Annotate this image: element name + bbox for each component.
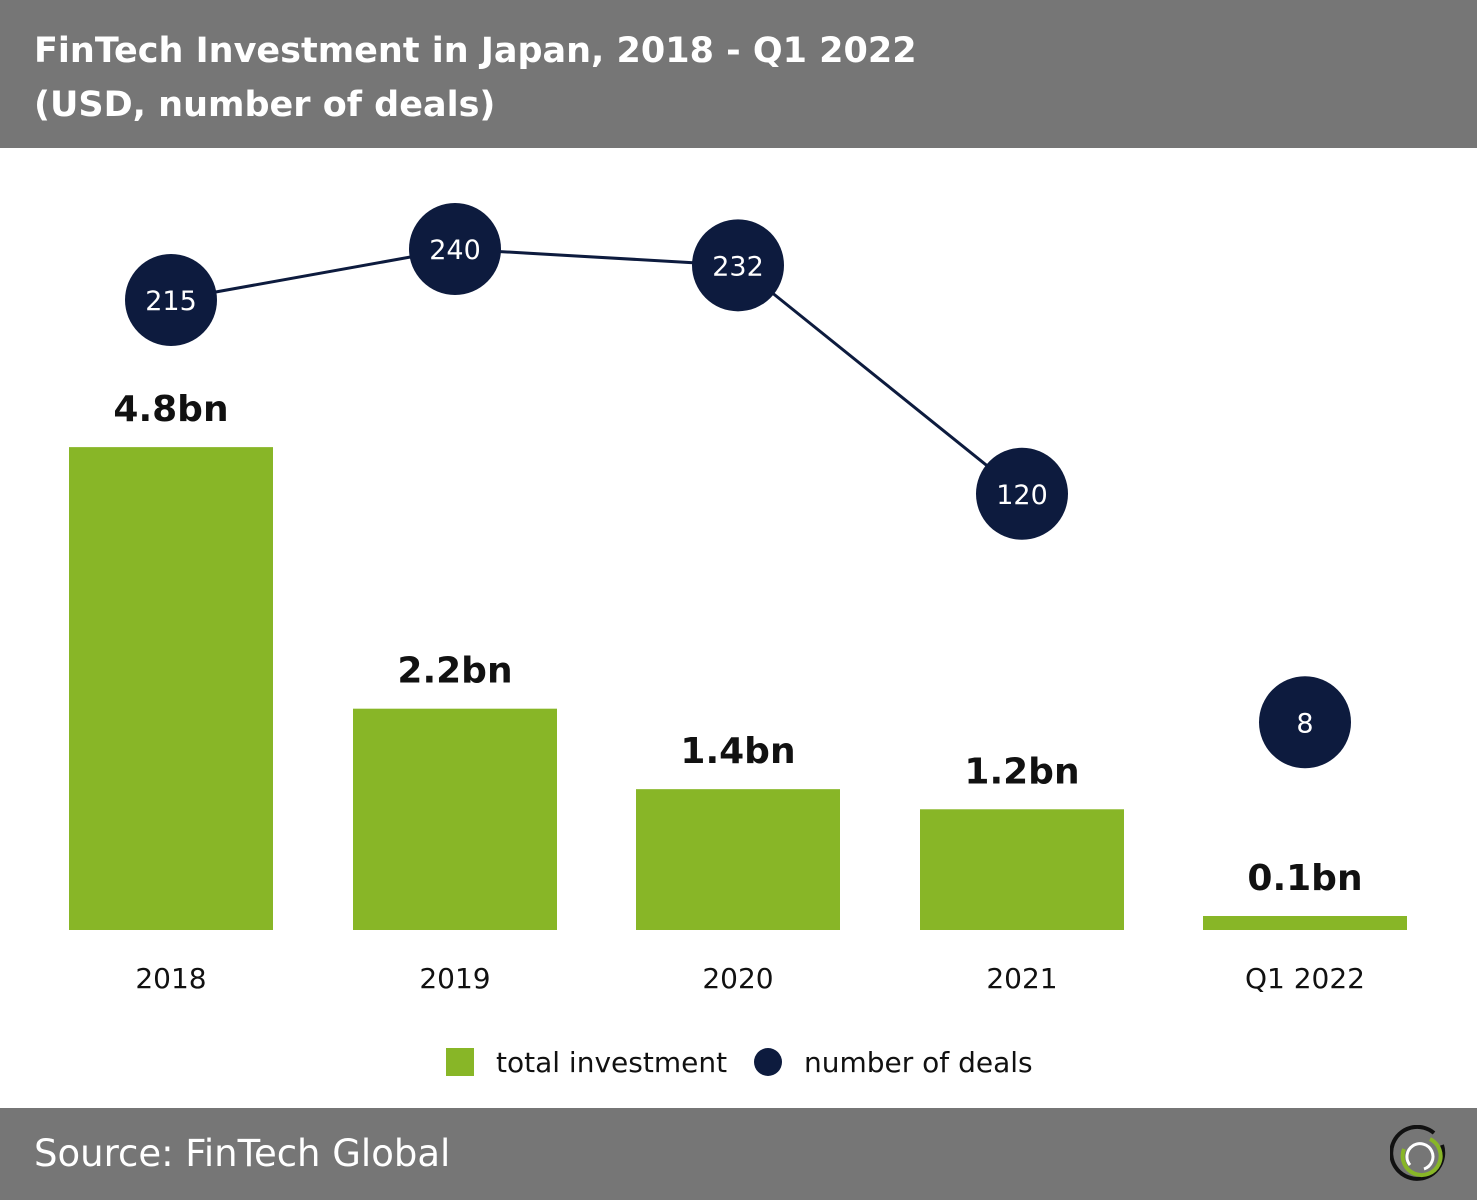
deal-point-2021 [976, 447, 1068, 540]
x-tick-label: 2021 [986, 962, 1057, 995]
x-tick-label: 2020 [702, 962, 773, 995]
source-text: Source: FinTech Global [34, 1132, 451, 1175]
legend-number-of-deals: number of deals [804, 1046, 1033, 1079]
deals-line [170, 247, 1023, 495]
deal-label: 215 [145, 286, 197, 317]
legend-bar-swatch [446, 1048, 474, 1076]
bar-Q1 2022 [1203, 916, 1407, 930]
combo-chart: 4.8bn 2018 2.2bn 2019 1.4bn 2020 1.2bn 2021 0.1b… [69, 203, 1407, 1079]
x-tick-label: 2019 [419, 962, 490, 995]
deal-point-2018 [125, 254, 217, 346]
fintech-global-logo-icon [1390, 1125, 1446, 1181]
title-line-1: FinTech Investment in Japan, 2018 - Q1 2… [34, 31, 917, 71]
title-line-2: (USD, number of deals) [34, 85, 496, 125]
deal-point-2019 [409, 203, 501, 295]
bar-2018 [69, 447, 273, 930]
bar-label: 4.8bn [113, 389, 228, 430]
bar-2019 [353, 708, 557, 930]
footer-bar [0, 1108, 1477, 1200]
bar-label: 2.2bn [397, 651, 512, 692]
deal-label: 8 [1296, 708, 1313, 739]
bar-label: 0.1bn [1247, 858, 1362, 899]
x-tick-label: Q1 2022 [1245, 962, 1365, 995]
legend-deals-swatch [754, 1048, 782, 1076]
legend-total-investment: total investment [496, 1046, 727, 1079]
deal-label: 120 [996, 480, 1048, 511]
deal-label: 240 [429, 235, 481, 266]
bar-label: 1.2bn [964, 751, 1079, 792]
bar-2020 [636, 789, 840, 930]
chart-title: FinTech Investment in Japan, 2018 - Q1 2… [34, 24, 917, 132]
x-tick-label: 2018 [135, 962, 206, 995]
deal-label: 232 [712, 251, 764, 282]
header-bar [0, 0, 1477, 148]
bar-2021 [920, 809, 1124, 930]
bar-label: 1.4bn [680, 731, 795, 772]
deal-point-2020 [692, 219, 784, 312]
deal-point-Q1 2022 [1259, 676, 1351, 769]
